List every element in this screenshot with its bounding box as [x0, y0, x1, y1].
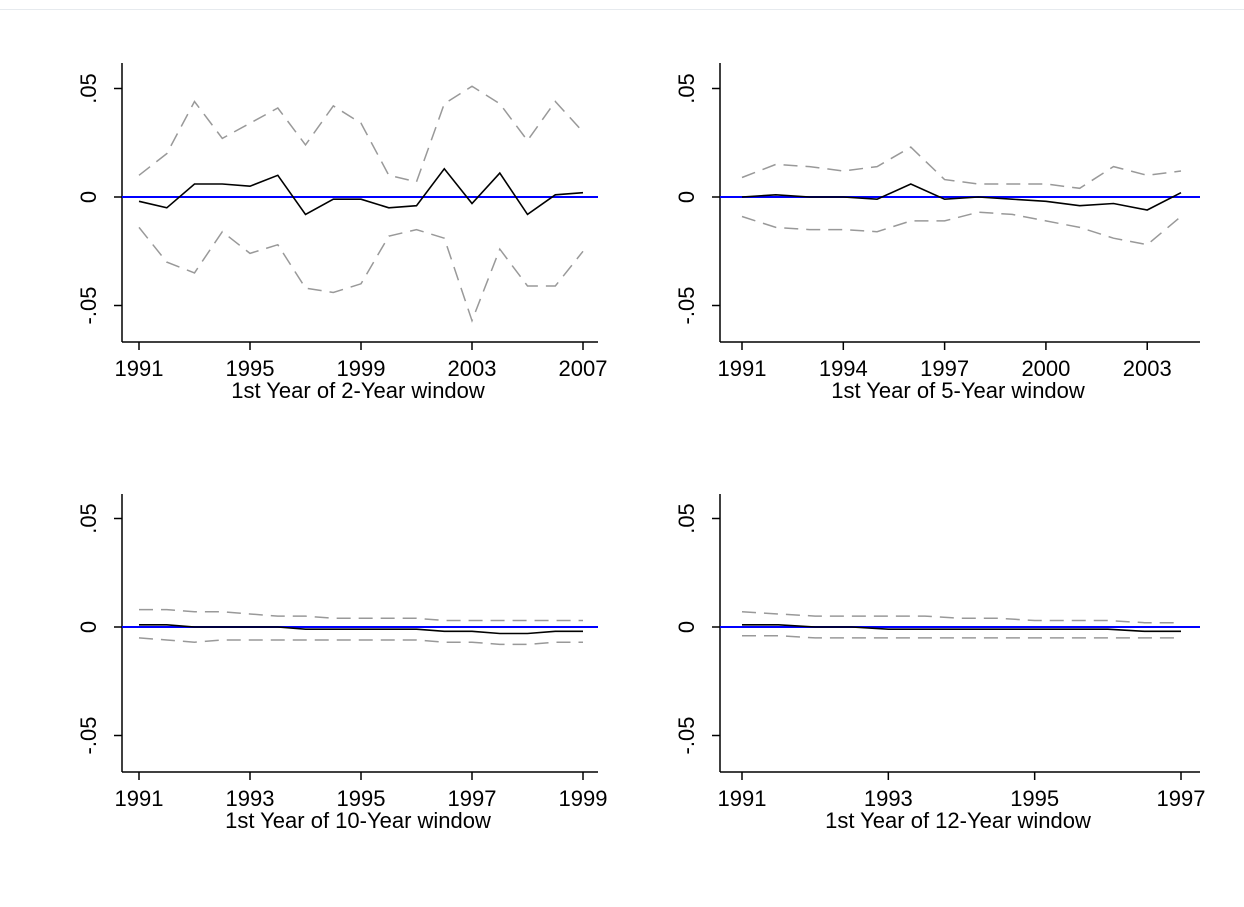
x-tick-label: 1995 [337, 786, 386, 811]
x-tick-label: 1997 [448, 786, 497, 811]
lower-bound-line [741, 211, 1182, 246]
y-tick-label: .05 [674, 503, 699, 534]
x-tick-label: 2007 [559, 356, 608, 381]
y-tick-label: 0 [76, 621, 101, 633]
x-tick-label: 1991 [718, 786, 767, 811]
y-tick-label: -.05 [674, 287, 699, 325]
x-tick-label: 2003 [448, 356, 497, 381]
x-tick-label: 1993 [864, 786, 913, 811]
x-tick-label: 2000 [1021, 356, 1070, 381]
x-tick-label: 1997 [1157, 786, 1206, 811]
x-tick-label: 1991 [115, 356, 164, 381]
x-axis-title: 1st Year of 12-Year window [825, 808, 1091, 833]
upper-bound-line [741, 146, 1182, 190]
y-tick-label: .05 [674, 73, 699, 104]
estimate-line [139, 623, 583, 635]
upper-bound-line [139, 608, 583, 622]
x-tick-label: 1995 [226, 356, 275, 381]
x-tick-label: 2003 [1123, 356, 1172, 381]
x-tick-label: 1999 [337, 356, 386, 381]
y-tick-label: -.05 [76, 287, 101, 325]
x-tick-label: 1991 [718, 356, 767, 381]
y-tick-label: -.05 [76, 717, 101, 755]
x-tick-label: 1995 [1010, 786, 1059, 811]
estimate-line [742, 623, 1181, 633]
upper-bound-line [741, 611, 1181, 624]
upper-bound-line [138, 85, 584, 183]
panel-2: -.05 0 .05 1991 1994 1997 2000 2003 1st Year of … [674, 63, 1200, 403]
x-tick-label: 1993 [226, 786, 275, 811]
y-tick-label: 0 [674, 621, 699, 633]
top-border [0, 9, 1244, 10]
x-tick-label: 1994 [819, 356, 868, 381]
y-tick-label: 0 [674, 191, 699, 203]
y-tick-label: -.05 [674, 717, 699, 755]
y-tick-label: .05 [76, 73, 101, 104]
lower-bound-line [742, 634, 1181, 639]
panel-4: -.05 0 .05 1991 1993 1995 1997 1st Year of 12-Y… [674, 494, 1205, 833]
lower-bound-line [138, 226, 584, 323]
panel-1: -.05 0 .05 1991 1995 1999 2003 2007 1st Year of … [76, 63, 607, 403]
x-tick-label: 1997 [920, 356, 969, 381]
panel-3: -.05 0 .05 1991 1993 1995 1997 1999 1st Year of … [76, 494, 607, 833]
x-tick-label: 1999 [559, 786, 608, 811]
x-axis-title: 1st Year of 5-Year window [831, 378, 1085, 403]
x-axis-title: 1st Year of 10-Year window [225, 808, 491, 833]
x-tick-label: 1991 [115, 786, 164, 811]
x-axis-title: 1st Year of 2-Year window [231, 378, 485, 403]
lower-bound-line [138, 637, 583, 646]
estimate-line [741, 183, 1182, 211]
estimate-line [138, 167, 584, 216]
y-tick-label: .05 [76, 503, 101, 534]
y-tick-label: 0 [76, 191, 101, 203]
